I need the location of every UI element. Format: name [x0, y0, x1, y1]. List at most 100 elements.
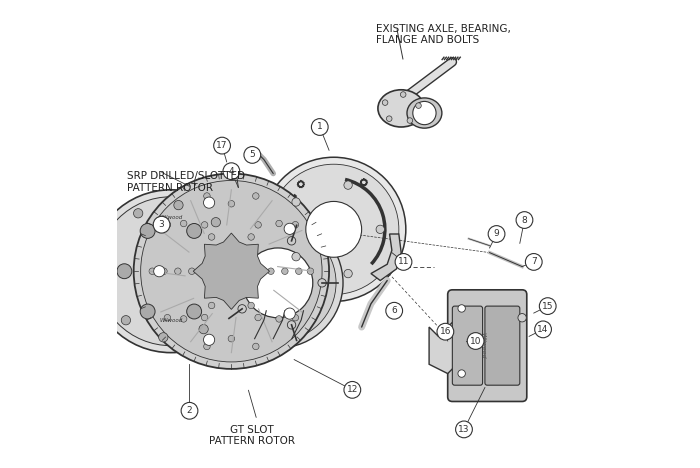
Circle shape: [134, 174, 329, 369]
Circle shape: [137, 238, 204, 305]
Circle shape: [204, 343, 210, 350]
Circle shape: [386, 116, 392, 122]
Circle shape: [488, 226, 505, 242]
Circle shape: [223, 163, 239, 180]
Circle shape: [97, 197, 245, 346]
Circle shape: [288, 237, 295, 245]
Circle shape: [202, 242, 260, 300]
Circle shape: [117, 264, 132, 278]
Circle shape: [284, 308, 295, 319]
Circle shape: [149, 268, 155, 274]
Circle shape: [306, 201, 362, 257]
Circle shape: [181, 220, 187, 227]
Circle shape: [407, 118, 413, 124]
Polygon shape: [371, 234, 401, 280]
Ellipse shape: [378, 90, 424, 127]
Circle shape: [208, 248, 255, 294]
Circle shape: [188, 268, 195, 274]
Text: 14: 14: [538, 325, 549, 334]
Circle shape: [526, 254, 542, 271]
Circle shape: [154, 266, 164, 277]
Text: 5: 5: [249, 150, 256, 160]
Text: 13: 13: [458, 425, 470, 434]
Circle shape: [395, 254, 412, 271]
Circle shape: [376, 225, 384, 234]
Circle shape: [209, 302, 215, 309]
Text: 10: 10: [470, 336, 482, 345]
Text: Wilwood: Wilwood: [160, 215, 183, 220]
Text: GT SLOT
PATTERN ROTOR: GT SLOT PATTERN ROTOR: [209, 425, 295, 446]
Circle shape: [243, 248, 313, 318]
Text: 8: 8: [522, 216, 527, 225]
Circle shape: [213, 218, 343, 348]
Circle shape: [344, 381, 360, 398]
Circle shape: [262, 157, 406, 301]
Circle shape: [284, 223, 295, 234]
Circle shape: [187, 304, 202, 319]
Circle shape: [456, 421, 472, 438]
Circle shape: [416, 103, 421, 109]
Ellipse shape: [407, 98, 442, 128]
Circle shape: [161, 268, 167, 274]
Circle shape: [292, 198, 300, 206]
Circle shape: [181, 315, 187, 322]
Circle shape: [539, 298, 556, 314]
Circle shape: [220, 225, 336, 341]
Circle shape: [187, 224, 202, 238]
Circle shape: [140, 304, 155, 319]
Circle shape: [253, 193, 259, 199]
Circle shape: [211, 218, 220, 227]
Circle shape: [307, 268, 314, 274]
Circle shape: [269, 164, 399, 294]
Circle shape: [437, 323, 454, 340]
Circle shape: [174, 268, 181, 274]
Circle shape: [382, 100, 388, 105]
Circle shape: [458, 305, 466, 312]
Circle shape: [312, 118, 328, 135]
Circle shape: [204, 334, 215, 345]
Text: 7: 7: [531, 257, 537, 266]
Circle shape: [204, 197, 215, 208]
Circle shape: [238, 253, 246, 261]
Circle shape: [134, 209, 143, 218]
Circle shape: [174, 200, 183, 210]
Circle shape: [276, 220, 282, 227]
Circle shape: [204, 193, 210, 199]
Text: 9: 9: [494, 229, 499, 239]
Circle shape: [199, 324, 209, 334]
Circle shape: [228, 336, 235, 342]
Circle shape: [292, 253, 300, 261]
Circle shape: [232, 253, 241, 263]
Circle shape: [248, 302, 254, 309]
Circle shape: [386, 302, 402, 319]
FancyBboxPatch shape: [485, 306, 520, 385]
Circle shape: [209, 234, 215, 240]
Circle shape: [164, 314, 171, 321]
Text: EXISTING AXLE, BEARING,
FLANGE AND BOLTS: EXISTING AXLE, BEARING, FLANGE AND BOLTS: [376, 24, 510, 45]
Circle shape: [164, 221, 171, 228]
Text: 4: 4: [229, 167, 234, 176]
Circle shape: [210, 264, 225, 278]
Circle shape: [141, 181, 322, 362]
Circle shape: [255, 222, 261, 228]
Circle shape: [518, 314, 526, 322]
Circle shape: [267, 268, 274, 274]
Circle shape: [535, 321, 552, 338]
Circle shape: [276, 315, 282, 322]
Text: 17: 17: [216, 141, 228, 150]
Text: 3: 3: [159, 220, 164, 229]
Circle shape: [227, 294, 236, 304]
Circle shape: [153, 216, 170, 233]
Circle shape: [400, 92, 406, 97]
Text: 15: 15: [542, 301, 554, 311]
Circle shape: [228, 200, 235, 207]
Text: SRP DRILLED/SLOTTED
PATTERN ROTOR: SRP DRILLED/SLOTTED PATTERN ROTOR: [127, 171, 245, 193]
Circle shape: [244, 146, 260, 163]
Text: Wilwood: Wilwood: [480, 332, 485, 359]
Circle shape: [101, 280, 111, 289]
Text: 16: 16: [440, 327, 451, 336]
Circle shape: [238, 305, 246, 313]
Circle shape: [288, 321, 295, 329]
Circle shape: [344, 270, 352, 278]
Circle shape: [344, 181, 352, 189]
